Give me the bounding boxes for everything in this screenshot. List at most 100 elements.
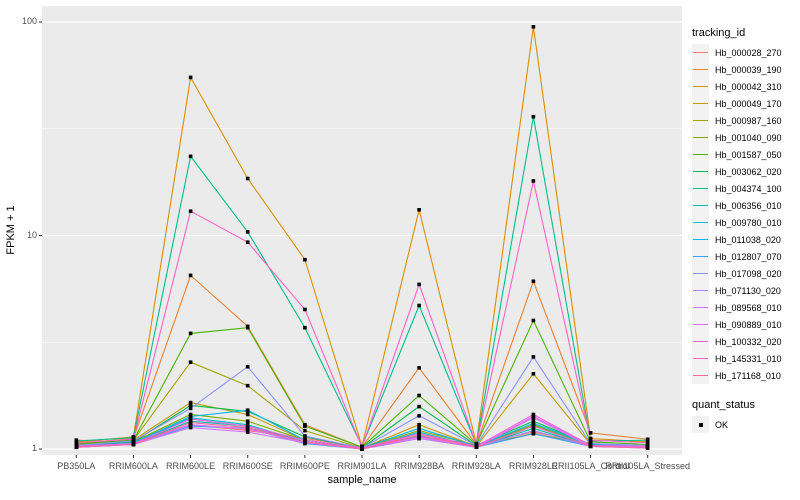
data-point <box>245 383 250 388</box>
data-point <box>645 438 650 442</box>
legend-line-swatch <box>693 255 708 258</box>
legend-key-line-icon <box>692 95 709 112</box>
legend-key-line-icon <box>692 214 709 231</box>
legend-key-line-icon <box>692 146 709 163</box>
data-point <box>531 421 536 426</box>
legend-item-label: Hb_006356_010 <box>715 200 782 211</box>
data-point <box>245 230 250 234</box>
data-point <box>474 445 479 449</box>
y-tick-label: 1 <box>31 442 37 453</box>
legend-line-swatch <box>693 187 708 190</box>
legend-item: Hb_001587_050 <box>692 146 798 163</box>
legend-item: Hb_071130_020 <box>692 282 798 299</box>
data-point <box>531 431 536 436</box>
data-point <box>188 75 193 80</box>
data-point <box>417 422 421 427</box>
x-tick-label: RRII105LA_Control <box>551 461 630 471</box>
legend-item: Hb_145331_010 <box>692 350 798 367</box>
y-tick-label: 100 <box>21 15 37 26</box>
legend-key-line-icon <box>692 316 709 333</box>
legend-key-point-icon <box>692 416 709 433</box>
data-point <box>188 400 193 405</box>
legend-item-label: OK <box>715 419 729 430</box>
legend-line-swatch <box>693 340 708 343</box>
legend-item: Hb_011038_020 <box>692 231 798 248</box>
legend-key-line-icon <box>692 112 709 129</box>
legend-line-swatch <box>693 102 708 105</box>
legend-item-label: Hb_000049_170 <box>715 98 782 109</box>
legend-item-label: Hb_004374_100 <box>715 183 782 194</box>
legend-line-swatch <box>693 221 708 224</box>
data-point <box>131 437 136 442</box>
legend-item: Hb_171168_010 <box>692 367 798 384</box>
data-point <box>531 179 536 183</box>
legend-point-swatch <box>698 422 703 427</box>
legend-item-label: Hb_000987_160 <box>715 115 782 126</box>
legend-key-line-icon <box>692 367 709 384</box>
data-point <box>303 434 307 438</box>
data-point <box>531 318 536 323</box>
data-point <box>188 360 193 364</box>
data-point <box>188 417 193 421</box>
data-point <box>245 364 250 369</box>
data-point <box>531 419 536 423</box>
data-point <box>645 440 650 445</box>
legend-item-label: Hb_000028_270 <box>715 47 782 58</box>
legend-item-label: Hb_003062_020 <box>715 166 782 177</box>
data-point <box>588 444 593 449</box>
legend-title-quant-status: quant_status <box>692 399 755 411</box>
legend-items-tracking: Hb_000028_270 Hb_000039_190 Hb_000042_310 H… <box>692 44 798 384</box>
legend-line-swatch <box>693 170 708 173</box>
legend-key-line-icon <box>692 248 709 265</box>
data-point <box>531 355 536 359</box>
x-tick-label: RRIM928LE <box>508 461 558 471</box>
data-point <box>188 331 193 336</box>
x-tick-label: RRIM600SE <box>222 461 273 471</box>
data-point <box>531 426 536 431</box>
data-point <box>131 442 136 447</box>
legend-key-line-icon <box>692 129 709 146</box>
legend-key-line-icon <box>692 350 709 367</box>
legend-line-swatch <box>693 85 708 88</box>
legend-key-line-icon <box>692 78 709 95</box>
legend-item-label: Hb_171168_010 <box>715 370 781 381</box>
legend-line-swatch <box>693 68 708 71</box>
legend-key-line-icon <box>692 61 709 78</box>
legend-line-swatch <box>693 357 708 360</box>
data-point <box>417 282 421 287</box>
legend-item-quant: OK <box>692 416 798 433</box>
y-tick-label: 10 <box>26 229 37 240</box>
data-point <box>360 447 364 451</box>
legend-item-label: Hb_090889_010 <box>715 319 782 330</box>
legend-line-swatch <box>693 374 708 377</box>
legend-key-line-icon <box>692 197 709 214</box>
legend-line-swatch <box>693 51 708 54</box>
x-tick-label: RRIM600PE <box>279 461 330 471</box>
legend-items-quant: OK <box>692 416 798 433</box>
legend-item: Hb_000987_160 <box>692 112 798 129</box>
data-point <box>417 303 421 308</box>
data-point <box>417 366 421 370</box>
data-point <box>303 325 307 330</box>
legend-item: Hb_006356_010 <box>692 197 798 214</box>
legend-line-swatch <box>693 136 708 139</box>
data-point <box>188 273 193 278</box>
legend-item-label: Hb_011038_020 <box>715 234 781 245</box>
x-tick-label: RRII105LA_Stressed <box>605 461 690 471</box>
data-point <box>188 154 193 159</box>
legend-item-label: Hb_089568_010 <box>715 302 782 313</box>
data-point <box>188 425 193 430</box>
legend-item-label: Hb_000042_310 <box>715 81 782 92</box>
legend-item: Hb_000049_170 <box>692 95 798 112</box>
data-point <box>245 412 250 417</box>
legend-item: Hb_089568_010 <box>692 299 798 316</box>
data-point <box>303 257 307 262</box>
data-point <box>417 414 421 418</box>
legend-line-swatch <box>693 119 708 122</box>
data-point <box>188 412 193 417</box>
data-point <box>417 433 421 437</box>
data-point <box>245 430 250 434</box>
data-point <box>531 279 536 284</box>
data-point <box>303 440 307 444</box>
